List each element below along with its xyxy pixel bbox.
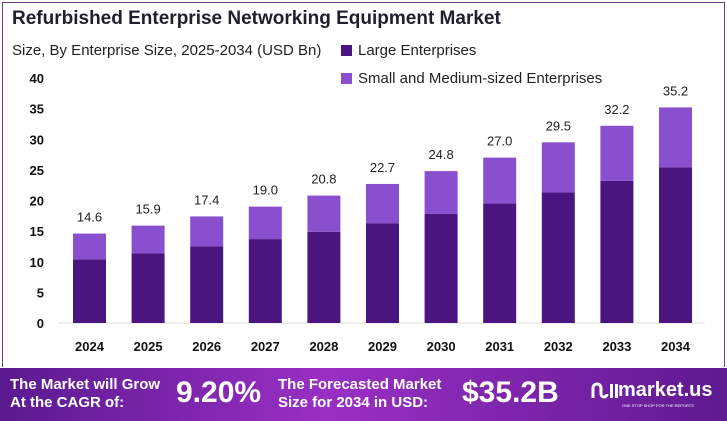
data-label-2030: 24.8 bbox=[428, 147, 453, 162]
cagr-label-line1: The Market will Grow bbox=[10, 376, 161, 393]
forecast-label: The Forecasted Market Size for 2034 in U… bbox=[278, 376, 441, 412]
x-tick-label: 2030 bbox=[427, 339, 456, 354]
cagr-label-line2: At the CAGR of: bbox=[10, 394, 125, 411]
bar-large-2027 bbox=[248, 239, 282, 323]
data-label-2031: 27.0 bbox=[487, 134, 512, 149]
data-label-2029: 22.7 bbox=[370, 160, 395, 175]
bar-sme-2027 bbox=[248, 206, 282, 240]
bar-large-2032 bbox=[541, 192, 575, 323]
legend-swatch-large bbox=[341, 45, 352, 56]
x-tick-label: 2026 bbox=[192, 339, 221, 354]
cagr-value: 9.20% bbox=[176, 376, 262, 409]
bar-large-2030 bbox=[424, 213, 458, 323]
bar-sme-2026 bbox=[190, 216, 224, 247]
bar-large-2024 bbox=[73, 259, 106, 323]
legend-label-sme: Small and Medium-sized Enterprises bbox=[358, 70, 603, 87]
x-tick-label: 2033 bbox=[602, 339, 631, 354]
bar-sme-2024 bbox=[73, 233, 106, 260]
legend-label-large: Large Enterprises bbox=[358, 42, 477, 59]
y-tick-label: 20 bbox=[30, 194, 44, 209]
legend-swatch-sme bbox=[341, 73, 352, 84]
bar-sme-2029 bbox=[366, 183, 399, 224]
y-tick-label: 15 bbox=[30, 224, 44, 239]
cagr-label: The Market will Grow At the CAGR of: bbox=[10, 376, 160, 412]
bar-sme-2031 bbox=[483, 157, 517, 204]
forecast-label-line1: The Forecasted Market bbox=[278, 376, 442, 393]
data-label-2032: 29.5 bbox=[546, 118, 571, 133]
x-tick-label: 2031 bbox=[485, 339, 514, 354]
forecast-value: $35.2B bbox=[462, 376, 559, 409]
bar-sme-2032 bbox=[541, 142, 575, 193]
x-tick-label: 2025 bbox=[134, 339, 163, 354]
bar-large-2034 bbox=[659, 167, 692, 323]
y-tick-label: 5 bbox=[37, 285, 44, 300]
chart-subtitle: Size, By Enterprise Size, 2025-2034 (USD… bbox=[12, 42, 322, 59]
x-tick-label: 2034 bbox=[661, 339, 691, 354]
bar-sme-2033 bbox=[600, 125, 634, 181]
y-tick-label: 10 bbox=[30, 255, 44, 270]
y-tick-label: 25 bbox=[30, 163, 44, 178]
forecast-label-line2: Size for 2034 in USD: bbox=[278, 394, 429, 411]
data-label-2025: 15.9 bbox=[135, 202, 160, 217]
bar-sme-2034 bbox=[659, 107, 692, 168]
bar-large-2031 bbox=[483, 203, 517, 323]
x-tick-label: 2028 bbox=[309, 339, 338, 354]
x-tick-label: 2032 bbox=[544, 339, 573, 354]
bar-large-2028 bbox=[307, 231, 341, 323]
bar-large-2025 bbox=[131, 253, 165, 323]
y-tick-label: 35 bbox=[30, 102, 44, 117]
bar-large-2026 bbox=[190, 246, 224, 323]
brand-logo: market.us ONE STOP SHOP FOR THE REPORTS bbox=[590, 379, 713, 408]
y-tick-label: 30 bbox=[30, 132, 44, 147]
data-label-2027: 19.0 bbox=[253, 183, 278, 198]
data-label-2024: 14.6 bbox=[77, 210, 102, 225]
data-label-2033: 32.2 bbox=[604, 102, 629, 117]
market-us-logo-icon bbox=[591, 382, 618, 398]
bar-large-2033 bbox=[600, 180, 634, 323]
data-label-2026: 17.4 bbox=[194, 192, 219, 207]
brand-tagline: ONE STOP SHOP FOR THE REPORTS bbox=[622, 403, 694, 408]
bar-sme-2030 bbox=[424, 171, 458, 214]
bar-sme-2028 bbox=[307, 195, 341, 232]
bar-large-2029 bbox=[366, 223, 399, 323]
x-tick-label: 2027 bbox=[251, 339, 280, 354]
y-tick-label: 0 bbox=[37, 316, 44, 331]
chart-frame bbox=[2, 2, 725, 367]
y-tick-label: 40 bbox=[30, 71, 44, 86]
chart-title: Refurbished Enterprise Networking Equipm… bbox=[12, 8, 501, 29]
x-tick-label: 2024 bbox=[75, 339, 105, 354]
x-tick-label: 2029 bbox=[368, 339, 397, 354]
legend-large: Large Enterprises bbox=[341, 42, 476, 59]
data-label-2028: 20.8 bbox=[311, 172, 336, 187]
bar-sme-2025 bbox=[131, 225, 165, 254]
data-label-2034: 35.2 bbox=[663, 83, 688, 98]
footer-banner: The Market will Grow At the CAGR of: 9.2… bbox=[0, 368, 727, 421]
brand-name: market.us bbox=[618, 379, 713, 401]
bar-chart: 051015202530354014.6202415.9202517.42026… bbox=[30, 71, 705, 354]
legend-sme: Small and Medium-sized Enterprises bbox=[341, 70, 602, 87]
